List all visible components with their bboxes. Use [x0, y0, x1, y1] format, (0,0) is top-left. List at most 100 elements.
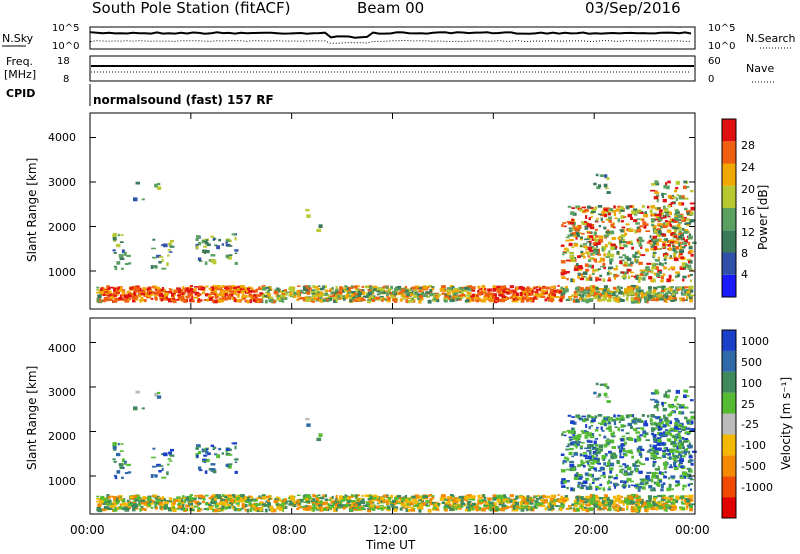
velocity-echo-cell	[194, 495, 199, 497]
power-echo-cell	[490, 296, 495, 300]
velocity-echo-cell	[595, 449, 598, 452]
power-echo-cell	[145, 292, 150, 295]
velocity-echo-cell	[596, 506, 601, 508]
power-echo-cell	[615, 289, 620, 293]
power-echo-cell	[595, 240, 598, 243]
power-echo-cell	[676, 287, 680, 291]
velocity-echo-cell	[623, 425, 627, 427]
velocity-echo-cell	[251, 496, 254, 500]
velocity-echo-cell	[202, 500, 205, 504]
power-cbar-swatch	[722, 252, 736, 275]
power-echo-cell	[681, 294, 686, 296]
power-echo-cell	[637, 293, 640, 298]
velocity-echo-cell	[327, 503, 331, 506]
velocity-echo-cell	[678, 410, 682, 415]
velocity-echo-cell	[162, 504, 166, 507]
velocity-echo-cell	[640, 448, 645, 452]
power-echo-cell	[460, 290, 464, 295]
power-echo-cell	[649, 209, 653, 214]
power-echo-cell	[645, 248, 649, 252]
velocity-echo-cell	[619, 456, 625, 459]
velocity-echo-cell	[339, 495, 343, 500]
power-echo-cell	[582, 271, 588, 275]
power-echo-cell	[661, 295, 665, 299]
velocity-echo-cell	[600, 474, 605, 477]
velocity-echo-cell	[121, 507, 127, 511]
power-echo-cell	[281, 292, 286, 296]
velocity-echo-cell	[673, 461, 677, 466]
power-echo-cell	[669, 218, 672, 222]
velocity-echo-cell	[370, 502, 375, 504]
power-echo-cell	[673, 258, 679, 262]
power-cbar-tick-28: 28	[741, 139, 755, 152]
power-echo-cell	[324, 289, 329, 292]
velocity-echo-cell	[620, 438, 624, 442]
power-echo-cell	[225, 254, 230, 259]
velocity-echo-cell	[496, 494, 501, 498]
velocity-echo-cell	[302, 494, 306, 497]
velocity-echo-cell	[593, 391, 597, 395]
velocity-echo-cell	[436, 505, 439, 509]
power-echo-cell	[221, 285, 225, 288]
velocity-echo-cell	[157, 391, 161, 395]
power-echo-cell	[113, 251, 117, 254]
power-echo-cell	[562, 271, 568, 275]
power-echo-cell	[563, 225, 567, 228]
power-echo-cell	[619, 260, 623, 264]
power-echo-cell	[614, 274, 618, 278]
velocity-echo-cell	[613, 453, 617, 457]
power-echo-cell	[560, 244, 565, 247]
velocity-echo-cell	[572, 467, 576, 472]
power-echo-cell	[664, 254, 668, 259]
velocity-echo-cell	[682, 446, 685, 450]
velocity-echo-cell	[197, 497, 202, 500]
velocity-echo-cell	[689, 469, 693, 473]
velocity-echo-cell	[571, 436, 576, 440]
velocity-echo-cell	[119, 495, 123, 497]
velocity-echo-cell	[233, 505, 236, 508]
power-echo-cell	[523, 296, 528, 300]
velocity-echo-cell	[391, 504, 395, 508]
velocity-echo-cell	[635, 499, 641, 502]
power-echo-cell	[654, 218, 659, 221]
velocity-echo-cell	[567, 443, 571, 446]
velocity-echo-cell	[100, 502, 104, 505]
xtick-0800: 08:00	[272, 523, 307, 537]
velocity-echo-cell	[583, 500, 588, 504]
velocity-echo-cell	[234, 470, 238, 474]
velocity-echo-cell	[570, 420, 575, 424]
power-echo-cell	[164, 298, 167, 301]
velocity-echo-cell	[677, 432, 681, 437]
power-echo-cell	[608, 266, 612, 270]
velocity-echo-cell	[267, 506, 271, 509]
power-echo-cell	[521, 290, 526, 293]
power-echo-cell	[133, 292, 137, 295]
velocity-echo-cell	[547, 508, 552, 511]
power-echo-cell	[142, 287, 147, 291]
power-echo-cell	[688, 246, 693, 250]
power-echo-cell	[109, 292, 112, 296]
velocity-echo-cell	[237, 498, 243, 503]
velocity-echo-cell	[566, 429, 571, 432]
velocity-echo-cell	[513, 498, 517, 500]
power-echo-cell	[559, 298, 563, 303]
power-echo-cell	[587, 235, 591, 238]
velocity-echo-cell	[119, 466, 124, 470]
power-echo-cell	[283, 297, 288, 300]
power-echo-cell	[550, 297, 555, 301]
power-echo-cell	[673, 235, 678, 238]
velocity-echo-cell	[379, 499, 383, 503]
velocity-echo-cell	[496, 498, 501, 503]
velocity-echo-cell	[574, 473, 579, 477]
power-echo-cell	[640, 245, 643, 249]
power-echo-cell	[683, 185, 687, 190]
velocity-echo-cell	[224, 499, 228, 502]
velocity-echo-cell	[479, 499, 484, 503]
power-echo-cell	[662, 287, 665, 291]
power-echo-cell	[610, 223, 614, 228]
velocity-echo-cell	[683, 406, 689, 409]
velocity-echo-cell	[610, 440, 615, 444]
power-echo-cell	[662, 224, 668, 229]
velocity-echo-cell	[306, 505, 312, 508]
velocity-echo-cell	[580, 430, 584, 433]
